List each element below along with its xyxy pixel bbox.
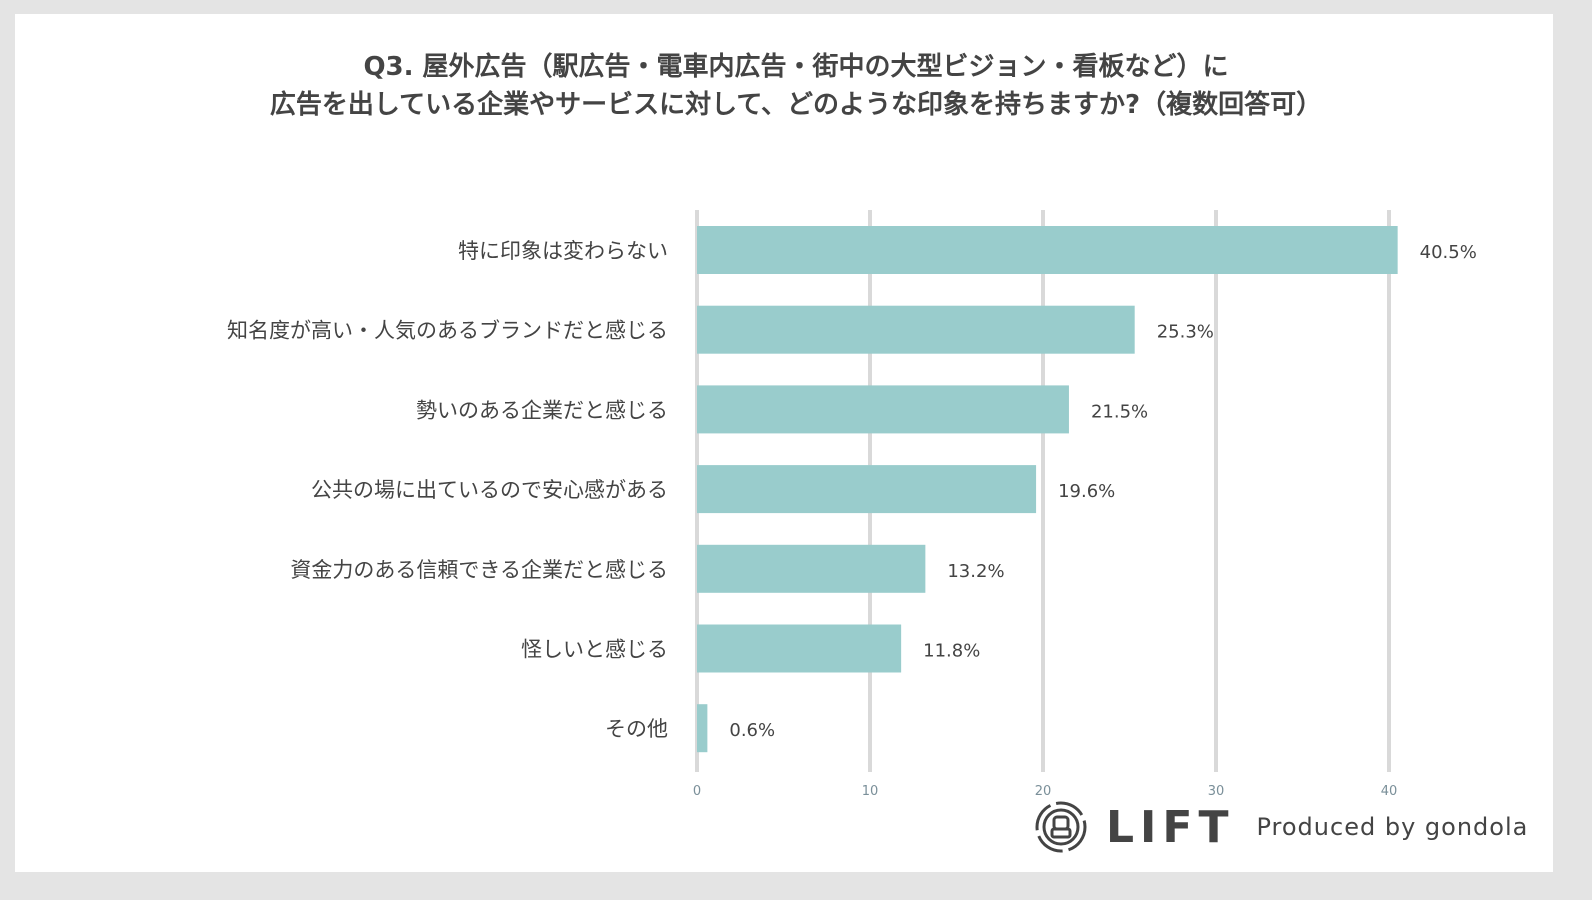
bar xyxy=(697,465,1037,514)
category-label: 勢いのある企業だと感じる xyxy=(416,398,668,422)
lift-chair-icon xyxy=(1035,801,1087,853)
logo-text: LIFT xyxy=(1106,801,1235,853)
category-label: 特に印象は変わらない xyxy=(458,239,668,263)
bar xyxy=(697,226,1398,274)
bar xyxy=(697,624,902,673)
x-tick-label: 20 xyxy=(1035,784,1052,799)
x-tick-label: 0 xyxy=(693,784,701,799)
bar xyxy=(697,305,1135,354)
value-label: 40.5% xyxy=(1420,242,1477,263)
bar xyxy=(697,544,926,593)
value-label: 19.6% xyxy=(1058,481,1115,502)
title-line-2: 広告を出している企業やサービスに対して、どのような印象を持ちますか?（複数回答可… xyxy=(269,90,1323,120)
chart-card xyxy=(15,14,1553,872)
value-label: 11.8% xyxy=(923,641,980,662)
x-tick-label: 40 xyxy=(1381,784,1398,799)
value-label: 25.3% xyxy=(1157,322,1214,343)
title-line-1: Q3. 屋外広告（駅広告・電車内広告・街中の大型ビジョン・看板など）に xyxy=(363,52,1229,82)
brand-logo: LIFT Produced by gondola xyxy=(1034,800,1528,854)
category-label: 怪しいと感じる xyxy=(521,638,668,662)
bar xyxy=(697,704,708,753)
value-label: 13.2% xyxy=(947,561,1004,582)
x-tick-label: 30 xyxy=(1208,784,1225,799)
category-label: 公共の場に出ているので安心感がある xyxy=(311,478,668,502)
value-label: 0.6% xyxy=(729,720,775,741)
chart-title: Q3. 屋外広告（駅広告・電車内広告・街中の大型ビジョン・看板など）に 広告を出… xyxy=(0,48,1592,124)
category-label: その他 xyxy=(605,717,668,741)
value-label: 21.5% xyxy=(1091,401,1148,422)
category-label: 資金力のある信頼できる企業だと感じる xyxy=(290,558,668,582)
bar xyxy=(697,385,1069,434)
x-tick-label: 10 xyxy=(862,784,879,799)
produced-by-text: Produced by gondola xyxy=(1256,813,1529,841)
category-label: 知名度が高い・人気のあるブランドだと感じる xyxy=(227,319,668,343)
